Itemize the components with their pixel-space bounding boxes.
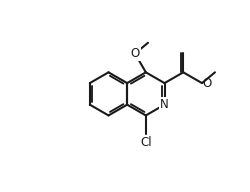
Text: Cl: Cl [140, 136, 152, 149]
Text: O: O [203, 77, 212, 90]
Text: N: N [160, 98, 169, 111]
Text: O: O [130, 47, 140, 60]
